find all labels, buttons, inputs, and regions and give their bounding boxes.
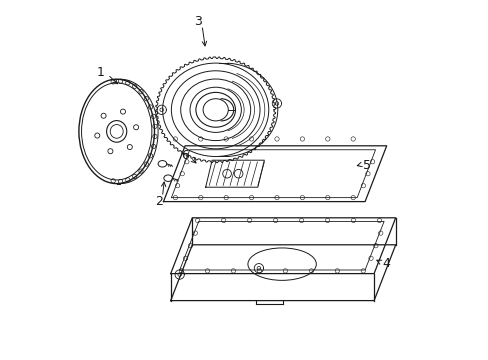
Text: 6: 6	[181, 149, 189, 162]
Text: 4: 4	[381, 257, 389, 270]
Text: 2: 2	[155, 195, 163, 208]
Text: 5: 5	[362, 159, 370, 172]
Text: 1: 1	[96, 66, 104, 78]
Text: 3: 3	[193, 15, 201, 28]
